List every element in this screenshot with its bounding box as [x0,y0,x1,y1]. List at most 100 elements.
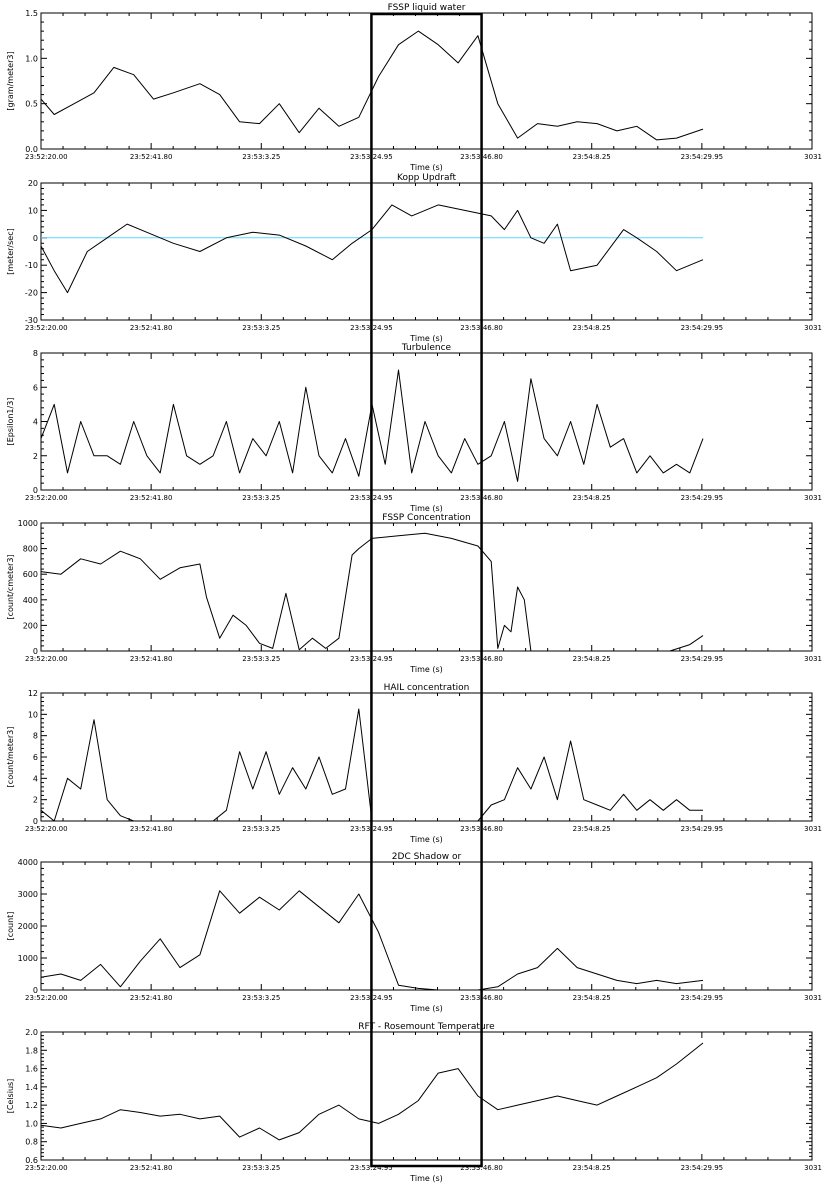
x-tick-label: 23:52:20.00 [25,994,68,1002]
chart-panel-3: Turbulence 0 2 4 6 8 23:52:20.00 23:52:41.80 23:… [6,343,822,513]
y-tick-label: 1000 [18,519,38,528]
highlight-box [370,12,483,1168]
y-tick-label: 2000 [18,922,38,931]
x-tick-label: 23:52:41.80 [130,825,173,833]
x-axis-label: Time (s) [409,1004,443,1013]
y-tick-label: 0 [33,647,38,656]
y-tick-label: 0.8 [25,1138,38,1147]
x-tick-label: 23:53:3.25 [242,994,280,1002]
chart-panel-2: Kopp Updraft -30 -20 -10 0 10 20 23:52:20.00 23:… [6,173,822,343]
y-tick-label: 0 [33,986,38,995]
plot-frame [40,12,813,150]
chart-panels: FSSP liquid water 0.0 0.5 1.0 1.5 23:52:20.00… [6,3,822,1183]
chart-title: RFT - Rosemount Temperature [358,1022,495,1032]
x-axis-label: Time (s) [409,665,443,674]
y-tick-label: -20 [25,289,38,298]
y-tick-label: 0 [33,486,38,495]
x-tick-label: 23:53:3.25 [242,494,280,502]
x-tick-label: 23:54:29.95 [681,825,724,833]
x-tick-label: 23:53:24.95 [350,1164,393,1172]
x-tick-label: 3031 [804,825,822,833]
x-tick-label: 23:52:41.80 [130,153,173,161]
plot-frame [40,522,813,652]
chart-panel-1: FSSP liquid water 0.0 0.5 1.0 1.5 23:52:20.00… [6,3,822,172]
chart-title: Turbulence [401,343,452,353]
x-tick-label: 23:54:29.95 [681,494,724,502]
y-tick-label: 10 [28,710,38,719]
chart-panel-4: FSSP Concentration 0 200 400 600 800 1000 23:52… [6,513,822,674]
y-tick-label: 8 [33,349,38,358]
y-tick-label: 2 [33,796,38,805]
series-line [40,1042,704,1141]
x-tick-label: 23:52:20.00 [25,153,68,161]
y-tick-label: 1.0 [25,1119,38,1128]
y-tick-label: 200 [23,621,38,630]
y-tick-label: 0 [33,234,38,243]
y-tick-label: 6 [33,383,38,392]
y-tick-label: -10 [25,261,38,270]
x-tick-label: 23:53:3.25 [242,655,280,663]
chart-title: 2DC Shadow or [392,852,462,862]
series-line [40,30,704,141]
x-tick-label: 3031 [804,1164,822,1172]
x-tick-label: 23:54:8.25 [573,153,611,161]
chart-panel-7: RFT - Rosemount Temperature 0.6 0.8 1.0 1.2 1… [6,1022,822,1183]
x-tick-label: 23:52:41.80 [130,655,173,663]
x-tick-label: 23:54:8.25 [573,994,611,1002]
plot-frame [40,1031,813,1161]
y-tick-label: 0.5 [25,100,38,109]
x-tick-label: 23:52:20.00 [25,494,68,502]
y-tick-label: 600 [23,570,38,579]
y-tick-label: 1.6 [25,1065,38,1074]
series-line [40,532,704,652]
y-axis-label: [gram/meter3] [6,51,15,110]
x-tick-label: 23:52:20.00 [25,1164,68,1172]
x-tick-label: 23:54:29.95 [681,324,724,332]
y-tick-label: 12 [28,689,38,698]
x-axis-label: Time (s) [409,163,443,172]
plot-frame [40,861,813,991]
y-axis-label: [count] [6,912,15,941]
x-tick-label: 3031 [804,994,822,1002]
x-axis-label: Time (s) [409,334,443,343]
x-tick-label: 23:54:8.25 [573,324,611,332]
y-tick-label: 0.6 [25,1156,38,1165]
x-tick-label: 3031 [804,324,822,332]
plot-frame [40,182,813,321]
y-tick-label: 6 [33,753,38,762]
y-tick-label: 2.0 [25,1028,38,1037]
x-tick-label: 23:52:20.00 [25,655,68,663]
series-line [40,204,704,294]
x-axis-label: Time (s) [409,1174,443,1183]
y-tick-label: 400 [23,596,38,605]
x-tick-label: 3031 [804,494,822,502]
y-tick-label: 0.0 [25,145,38,154]
x-axis-label: Time (s) [409,504,443,513]
x-tick-label: 23:53:3.25 [242,825,280,833]
y-tick-label: 10 [28,206,38,215]
x-tick-label: 23:53:3.25 [242,324,280,332]
x-tick-label: 23:52:41.80 [130,1164,173,1172]
y-tick-label: -30 [25,316,38,325]
y-tick-label: 4 [33,774,38,783]
y-tick-label: 1.0 [25,54,38,63]
x-tick-label: 23:54:29.95 [681,153,724,161]
y-tick-label: 2 [33,452,38,461]
chart-title: FSSP Concentration [382,513,470,523]
x-tick-label: 23:54:29.95 [681,1164,724,1172]
y-tick-label: 20 [28,179,38,188]
x-tick-label: 23:54:8.25 [573,825,611,833]
x-tick-label: 23:54:8.25 [573,1164,611,1172]
y-tick-label: 3000 [18,890,38,899]
x-axis-label: Time (s) [409,835,443,844]
y-axis-label: [count/meter3] [6,727,15,788]
x-tick-label: 23:53:3.25 [242,153,280,161]
x-tick-label: 3031 [804,153,822,161]
y-tick-label: 4 [33,418,38,427]
y-axis-label: [meter/sec] [6,228,15,275]
y-tick-label: 1.5 [25,9,38,18]
chart-title: FSSP liquid water [388,3,466,13]
x-tick-label: 23:52:20.00 [25,324,68,332]
chart-title: HAIL concentration [384,683,470,693]
plot-frame [40,352,813,491]
